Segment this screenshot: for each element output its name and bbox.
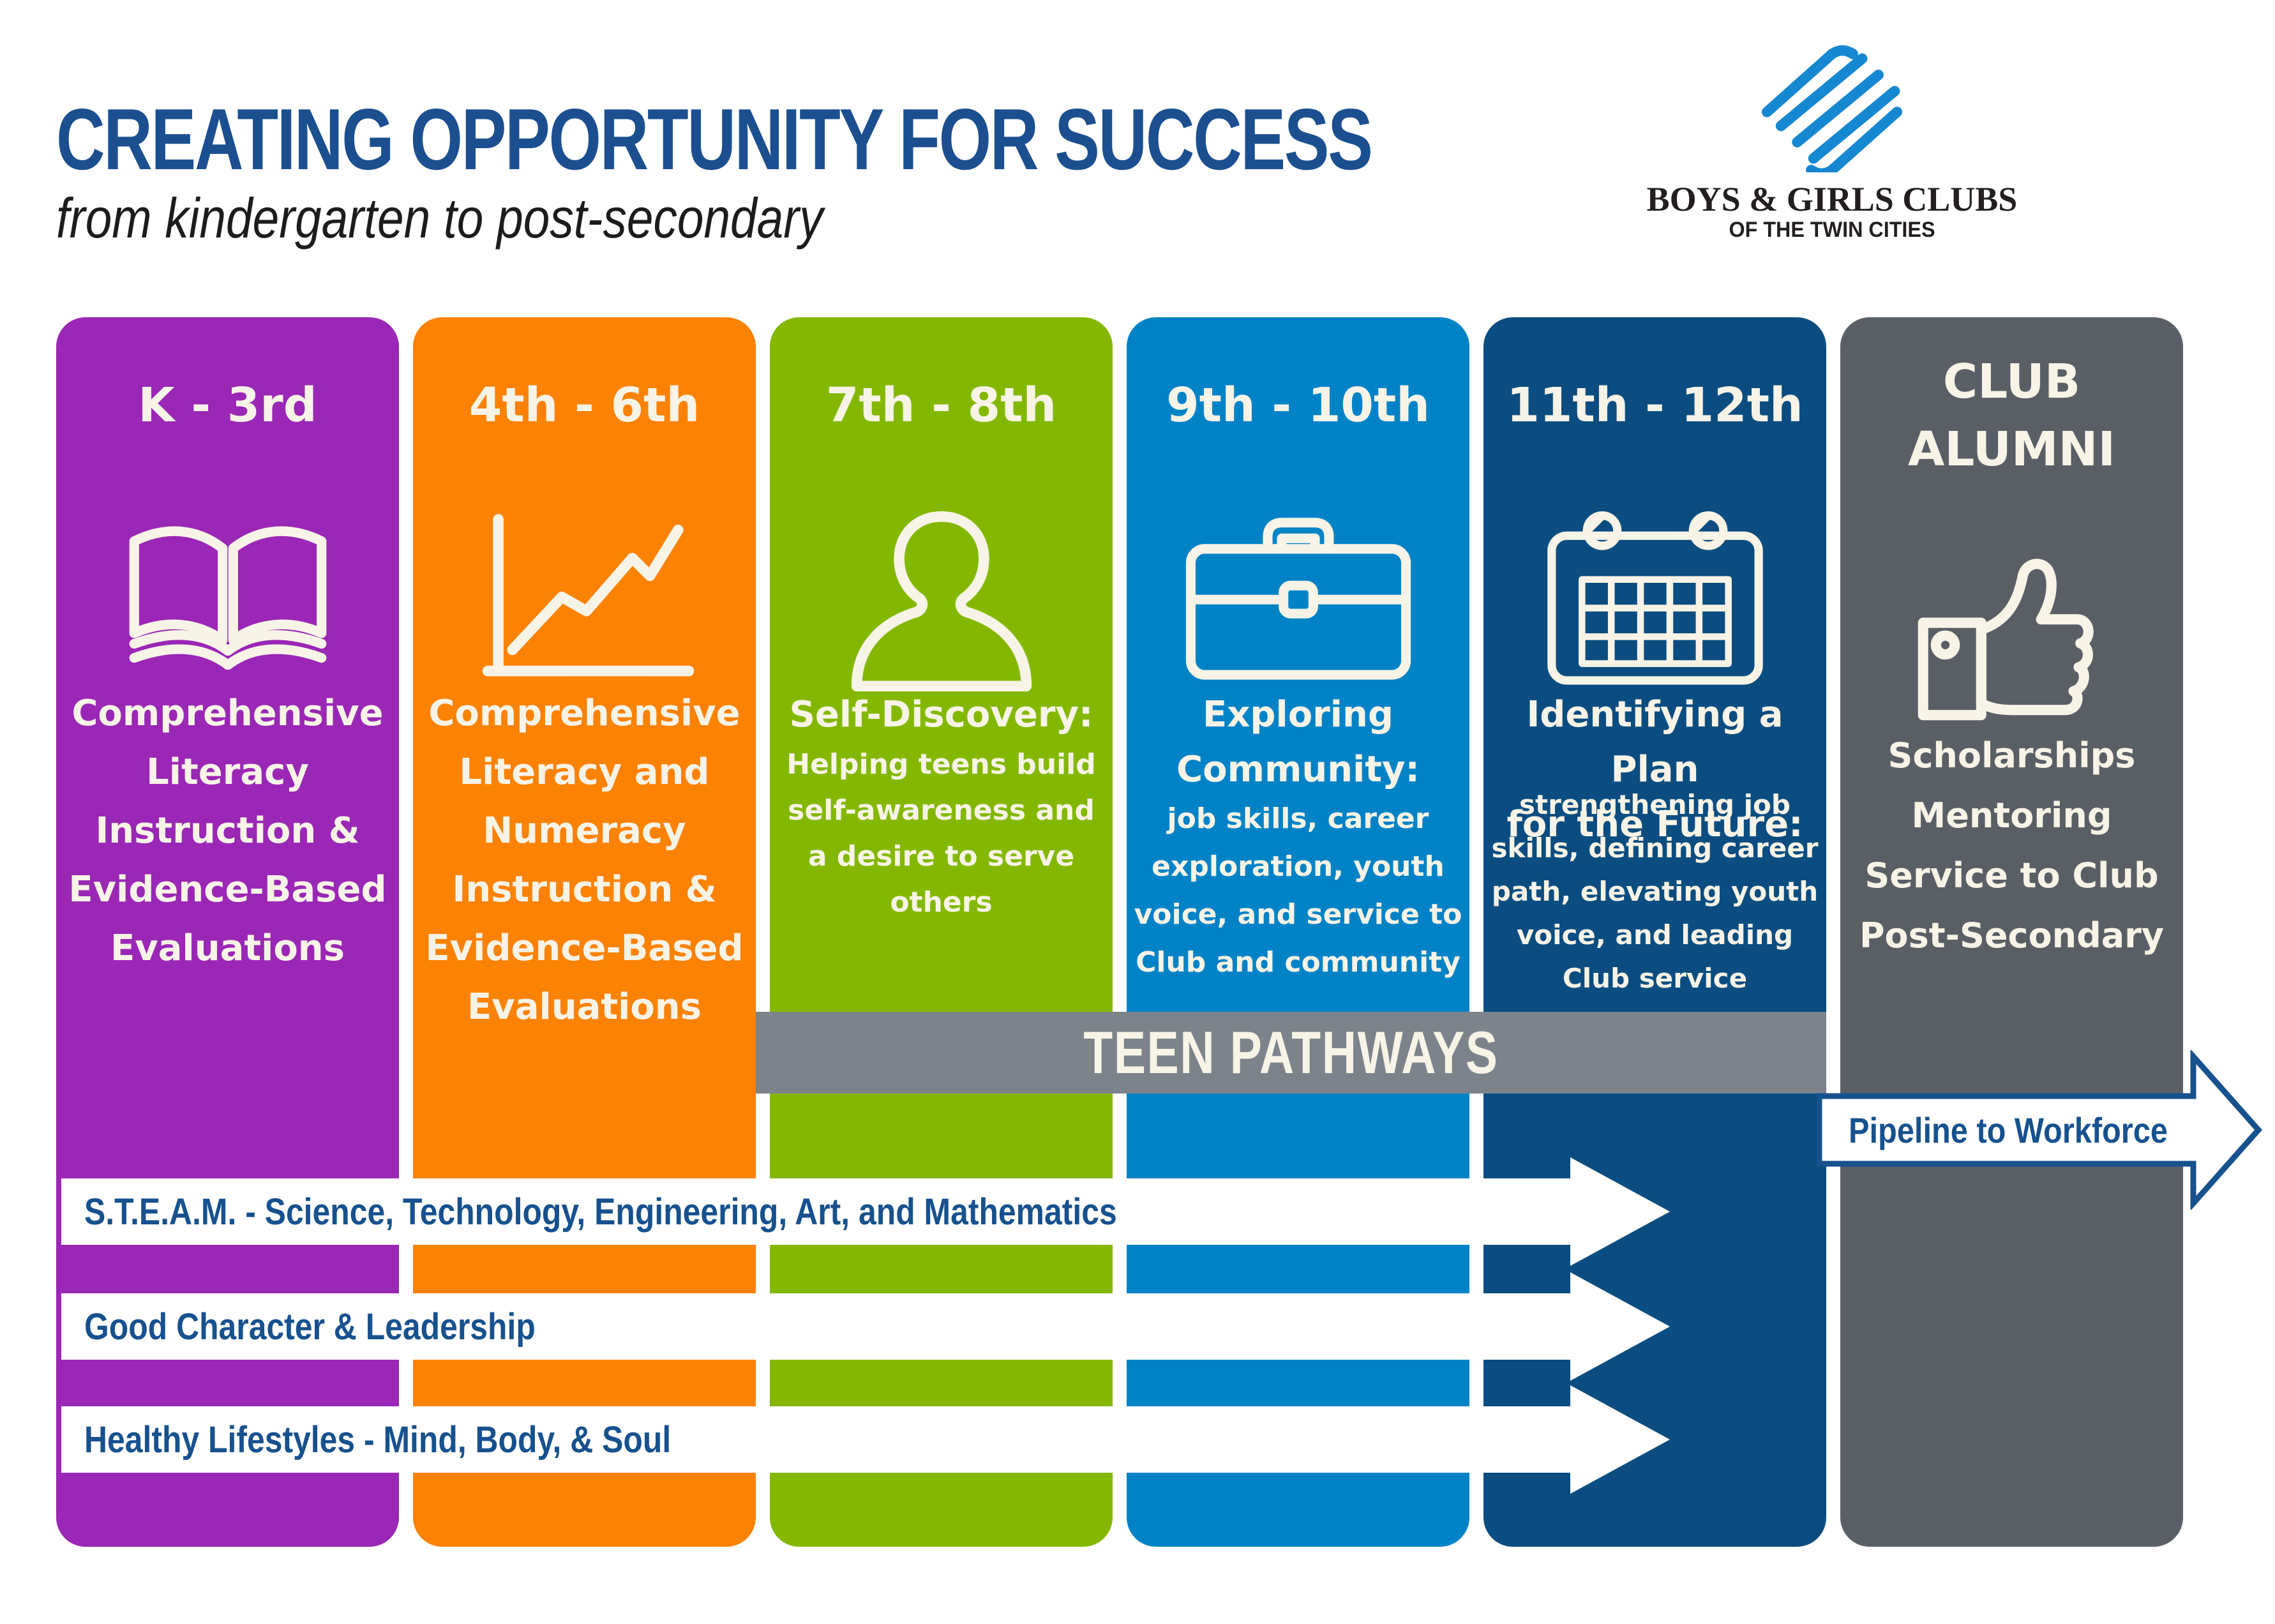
page-title: CREATING OPPORTUNITY FOR SUCCESS — [56, 91, 1373, 188]
pipeline-arrow — [1817, 1050, 2263, 1210]
org-name: BOYS & GIRLS CLUBS — [1646, 180, 2018, 218]
pipeline-arrow-label: Pipeline to Workforce — [1849, 1109, 2168, 1150]
grade-label: K - 3rd — [138, 378, 317, 433]
pathway-arrow-label: Good Character & Leadership — [84, 1305, 536, 1348]
column-heading: Identifying a Plan for the Future: — [1506, 694, 1803, 845]
column-11th-12th: 11th - 12th Identifying a Plan for the F… — [1483, 317, 1826, 1547]
thumbs-up-icon — [1918, 559, 2094, 721]
pathway-arrow-label: S.T.E.A.M. - Science, Technology, Engine… — [84, 1191, 1117, 1233]
column-description: strengthening job skills, defining caree… — [1491, 789, 1819, 994]
briefcase-icon — [1185, 518, 1411, 680]
grade-label: 7th - 8th — [825, 378, 1057, 433]
teen-pathways-label: TEEN PATHWAYS — [1083, 1019, 1499, 1086]
calendar-icon — [1547, 511, 1763, 685]
open-book-icon — [129, 526, 326, 670]
bgc-hands-logo-icon — [1762, 45, 1902, 172]
column-description: Helping teens build self-awareness and a… — [786, 748, 1096, 919]
column-4th-6th: 4th - 6th Comprehensive Literacy and Num… — [413, 317, 756, 1547]
column-club-alumni: CLUB ALUMNI Scholarships Mentoring Servi… — [1840, 317, 2183, 1547]
column-description: job skills, career exploration, youth vo… — [1134, 802, 1462, 979]
grade-label: 11th - 12th — [1506, 378, 1803, 433]
grade-label: CLUB ALUMNI — [1908, 354, 2115, 477]
column-description: Comprehensive Literacy Instruction & Evi… — [68, 693, 387, 969]
page-subtitle: from kindergarten to post-secondary — [56, 186, 823, 250]
column-description: Scholarships Mentoring Service to Club P… — [1859, 735, 2165, 956]
org-subname: OF THE TWIN CITIES — [1729, 217, 1935, 242]
column-description: Comprehensive Literacy and Numeracy Inst… — [425, 693, 744, 1028]
column-7th-8th: 7th - 8th Self-Discovery: Helping teens … — [770, 317, 1113, 1547]
column-9th-10th: 9th - 10th Exploring Community: job skil… — [1127, 317, 1469, 1547]
org-logo: BOYS & GIRLS CLUBS OF THE TWIN CITIES — [1641, 45, 2023, 243]
column-heading: Exploring Community: — [1176, 694, 1420, 790]
grade-label: 4th - 6th — [469, 378, 700, 433]
person-icon — [851, 511, 1032, 692]
grade-label: 9th - 10th — [1166, 378, 1430, 433]
teen-pathways-bar: TEEN PATHWAYS — [756, 1012, 1826, 1094]
line-chart-icon — [482, 514, 694, 677]
column-heading: Self-Discovery: — [789, 694, 1093, 735]
pathway-arrow-label: Healthy Lifestyles - Mind, Body, & Soul — [84, 1418, 672, 1461]
column-k-3rd: K - 3rd Comprehensive Literacy Instructi… — [56, 317, 399, 1547]
